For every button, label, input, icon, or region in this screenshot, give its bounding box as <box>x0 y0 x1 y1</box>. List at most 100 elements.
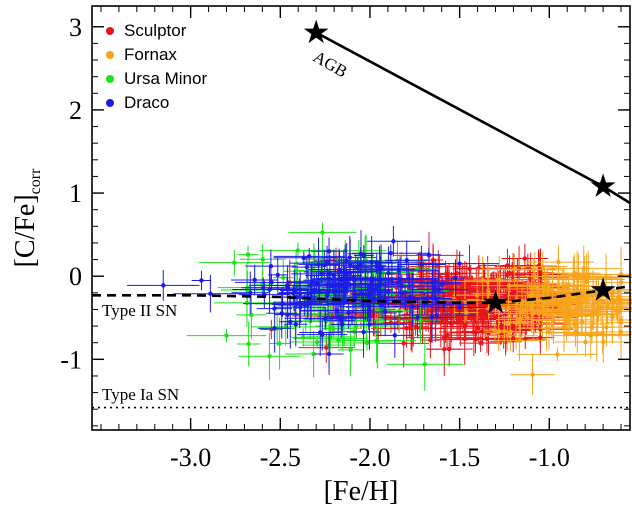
x-tick-label: -1.0 <box>529 443 570 472</box>
data-point <box>453 275 458 281</box>
data-point <box>618 280 624 285</box>
data-point <box>551 318 556 323</box>
data-point <box>308 319 313 324</box>
data-point <box>275 272 280 278</box>
data-point <box>457 305 462 310</box>
data-point <box>339 318 344 323</box>
data-point <box>311 351 316 357</box>
data-point <box>309 279 315 285</box>
model-star-marker <box>303 19 329 44</box>
data-point <box>295 248 301 253</box>
data-point <box>272 326 277 331</box>
data-point <box>374 260 379 265</box>
legend-label: Ursa Minor <box>124 69 207 88</box>
y-tick-label: 3 <box>69 13 82 42</box>
data-point <box>556 259 561 265</box>
data-point <box>436 264 441 269</box>
data-point <box>540 264 545 269</box>
data-point <box>361 253 367 258</box>
data-point <box>347 255 352 260</box>
data-point <box>575 294 580 299</box>
data-point <box>267 354 272 359</box>
data-point <box>349 315 355 320</box>
plot-frame <box>91 5 631 431</box>
legend: Sculptor Fornax Ursa Minor Draco <box>106 21 207 112</box>
data-point <box>301 255 307 260</box>
data-point <box>248 290 253 295</box>
data-point <box>252 277 257 283</box>
axis-ticks: -3.0 -2.5 -2.0 -1.5 -1.0 -1 0 1 2 3 <box>60 6 630 472</box>
data-point <box>246 341 251 347</box>
data-point <box>392 333 398 338</box>
data-point <box>358 262 363 268</box>
legend-label: Draco <box>124 93 169 112</box>
data-point <box>544 326 549 331</box>
data-point <box>559 308 564 313</box>
data-point <box>312 287 317 292</box>
data-point <box>375 338 380 344</box>
data-point <box>581 266 586 271</box>
data-point <box>208 291 213 296</box>
data-point <box>555 352 560 357</box>
legend-marker <box>106 51 114 59</box>
data-point <box>462 298 468 303</box>
data-point <box>603 275 609 280</box>
data-point <box>232 260 237 265</box>
data-point <box>566 283 571 288</box>
data-point <box>314 339 320 345</box>
x-axis-title: [Fe/H] <box>324 476 399 507</box>
data-point <box>473 337 478 342</box>
data-point <box>505 273 510 278</box>
data-point <box>367 287 373 293</box>
data-point <box>462 324 467 329</box>
data-point <box>388 250 393 256</box>
data-point <box>245 252 251 257</box>
y-axis-title-subscript: corr <box>27 168 44 194</box>
data-point <box>348 347 353 353</box>
data-point <box>337 267 342 272</box>
data-point <box>571 283 576 289</box>
data-point <box>304 264 309 270</box>
data-point <box>401 341 406 346</box>
legend-label: Fornax <box>124 45 177 64</box>
data-point <box>386 271 391 276</box>
data-point <box>318 330 323 335</box>
agb-label: AGB <box>310 47 351 81</box>
y-tick-label: 2 <box>69 96 82 125</box>
data-point <box>334 308 339 313</box>
data-point <box>396 268 401 273</box>
data-point <box>406 276 412 281</box>
model-curves-layer <box>92 19 631 409</box>
data-point <box>331 273 337 278</box>
data-point <box>269 280 274 285</box>
data-point <box>616 309 622 314</box>
data-point <box>478 340 483 346</box>
y-tick-label: -1 <box>60 345 82 374</box>
y-tick-label: 1 <box>69 179 82 208</box>
type-ii-sn-label: Type II SN <box>102 301 177 320</box>
data-point <box>415 315 420 320</box>
data-point <box>322 262 327 268</box>
data-point <box>363 292 368 297</box>
data-point <box>442 347 447 352</box>
data-point <box>579 293 585 299</box>
data-point <box>288 319 293 325</box>
data-point <box>402 290 408 295</box>
data-point <box>496 329 501 335</box>
data-point <box>519 302 525 307</box>
x-tick-label: -2.5 <box>260 443 301 472</box>
data-point <box>522 256 528 261</box>
data-point <box>410 295 415 301</box>
data-point <box>432 287 437 292</box>
x-tick-label: -2.0 <box>349 443 390 472</box>
data-point <box>388 320 394 325</box>
data-points-layer <box>126 222 632 395</box>
data-point <box>161 283 166 288</box>
data-point <box>396 308 402 314</box>
data-point <box>422 362 428 367</box>
data-point <box>279 311 284 316</box>
data-point <box>389 277 395 282</box>
model-star-marker <box>483 289 508 314</box>
data-point <box>565 300 571 306</box>
